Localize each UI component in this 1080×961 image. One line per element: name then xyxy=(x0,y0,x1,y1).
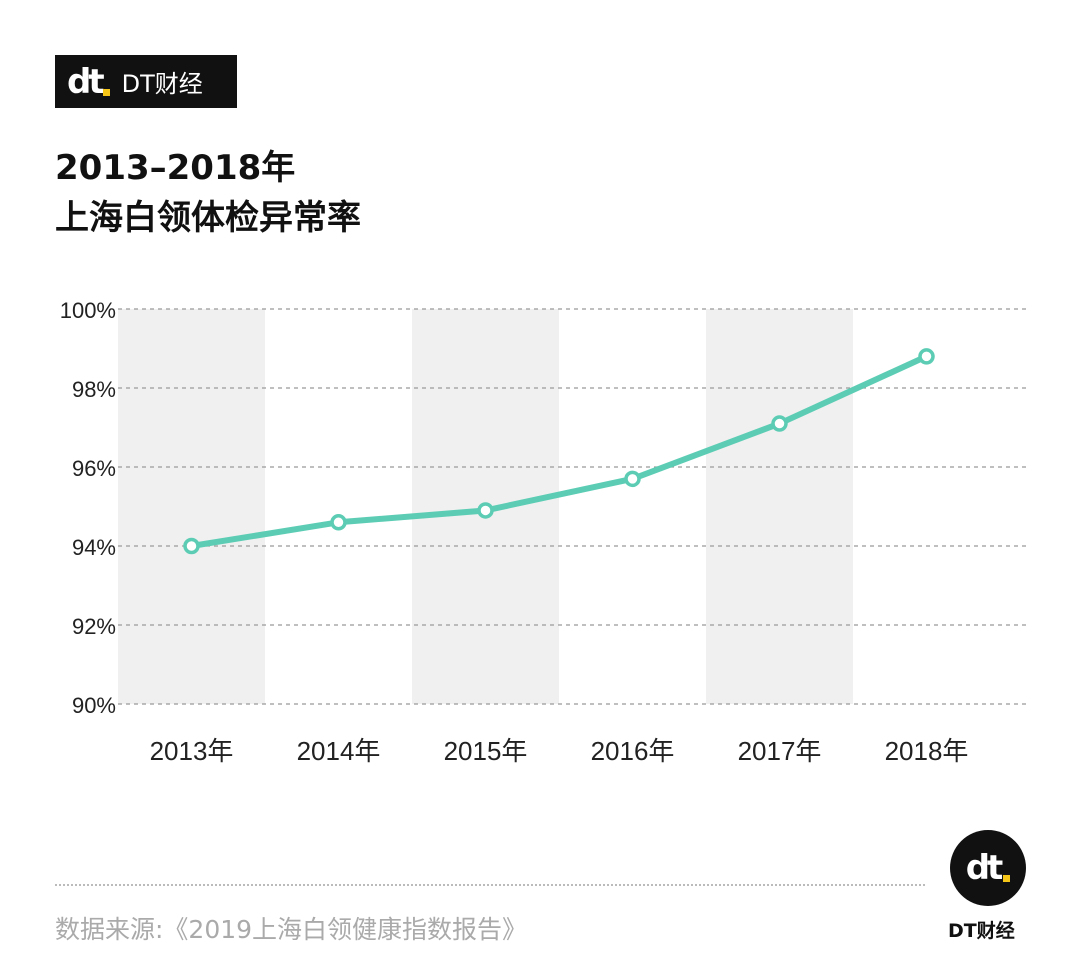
x-tick-label: 2015年 xyxy=(444,736,528,766)
data-point xyxy=(918,348,935,365)
y-tick-label: 100% xyxy=(60,298,116,323)
footer-brand-name: DT财经 xyxy=(948,920,1015,942)
dt-logo-mark: dt xyxy=(67,62,110,102)
column-band xyxy=(118,309,265,704)
y-tick-label: 96% xyxy=(72,456,116,481)
data-point xyxy=(330,514,347,531)
footer-divider xyxy=(55,884,925,886)
data-point xyxy=(183,537,200,555)
x-tick-label: 2016年 xyxy=(591,736,675,766)
y-tick-label: 92% xyxy=(72,614,116,639)
chart-title-line1: 2013–2018年 xyxy=(55,148,296,188)
y-tick-label: 90% xyxy=(72,693,116,718)
data-point xyxy=(477,502,494,519)
x-tick-label: 2017年 xyxy=(738,736,822,766)
line-chart: 90% 92% 94% 96% 98% 100% 2013年 2014年 2015年 2016年 2… xyxy=(60,298,1030,766)
chart-title-line2: 上海白领体检异常率 xyxy=(55,198,361,238)
column-band xyxy=(706,309,853,704)
dt-circle-logo: dt xyxy=(950,830,1026,906)
data-point xyxy=(624,470,641,488)
x-tick-label: 2018年 xyxy=(885,736,969,766)
series-line xyxy=(191,353,928,549)
data-source: 数据来源:《2019上海白领健康指数报告》 xyxy=(55,915,528,944)
x-tick-label: 2014年 xyxy=(297,736,381,766)
brand-name: DT财经 xyxy=(121,70,203,98)
data-point xyxy=(771,415,788,432)
x-tick-label: 2013年 xyxy=(150,736,234,766)
y-tick-label: 98% xyxy=(72,377,116,402)
brand-logo: dt DT财经 xyxy=(55,55,237,108)
y-tick-label: 94% xyxy=(72,535,116,560)
